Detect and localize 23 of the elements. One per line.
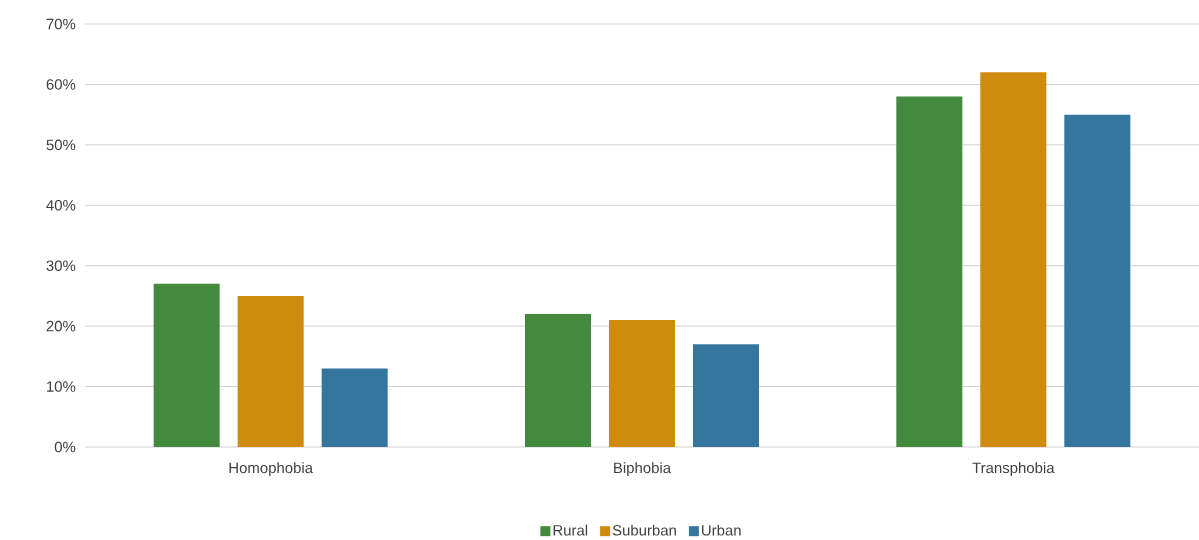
bar: [524, 314, 591, 447]
bar: [237, 295, 304, 447]
bar: [608, 320, 675, 447]
legend-label: Suburban: [612, 524, 676, 536]
y-tick-label: 20%: [46, 320, 76, 332]
bar: [896, 96, 963, 447]
x-tick-label: Biphobia: [614, 462, 672, 477]
y-tick-label: 50%: [46, 139, 76, 151]
y-tick-label: 60%: [46, 79, 76, 90]
bar: [153, 283, 220, 447]
y-tick-label: 40%: [46, 200, 76, 211]
y-tick-label: 10%: [47, 381, 76, 392]
y-tick-label: 30%: [46, 260, 76, 271]
bar: [980, 72, 1047, 447]
x-tick-label: Transphobia: [972, 462, 1055, 477]
bar: [1064, 114, 1131, 447]
legend-label: Urban: [702, 524, 741, 536]
y-tick-label: 70%: [46, 18, 76, 30]
bar: [321, 368, 388, 447]
bar: [692, 344, 759, 447]
x-tick-label: Homophobia: [229, 462, 314, 477]
legend-label: Rural: [553, 524, 588, 536]
y-tick-label: 0%: [54, 441, 76, 453]
